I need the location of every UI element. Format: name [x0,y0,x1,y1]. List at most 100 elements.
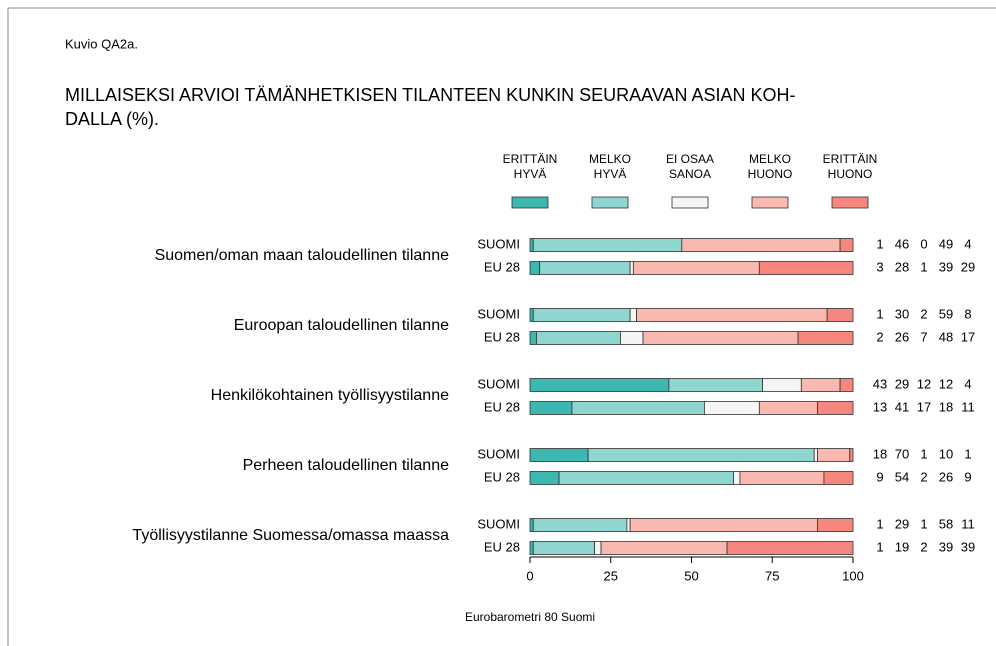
legend-label: SANOA [669,167,711,181]
value-label: 13 [873,399,887,414]
row-label: SUOMI [477,516,520,531]
bar-segment [529,378,670,392]
group-label: Perheen taloudellinen tilanne [243,457,449,474]
bar-segment [529,448,589,462]
value-label: 10 [939,446,953,461]
x-tick-label: 0 [526,568,533,583]
value-label: 26 [895,329,909,344]
group-label: Työllisyystilanne Suomessa/omassa maassa [132,527,449,544]
value-label: 2 [920,469,927,484]
bar-segment [529,471,560,485]
value-label: 41 [895,399,909,414]
bar-segment [600,541,728,555]
bar-segment [529,518,534,532]
value-label: 7 [920,329,927,344]
value-label: 2 [920,539,927,554]
bar-segment [813,448,818,462]
x-tick-label: 100 [842,568,864,583]
value-label: 1 [920,516,927,531]
bar-segment [758,401,818,415]
row-label: SUOMI [477,236,520,251]
value-label: 29 [895,376,909,391]
bar-segment [571,401,705,415]
value-label: 54 [895,469,909,484]
bar-segment [620,331,644,345]
row-label: EU 28 [484,329,520,344]
bar-segment [629,518,818,532]
value-label: 46 [895,236,909,251]
bar-segment [704,401,760,415]
group-label: Euroopan taloudellinen tilanne [234,317,449,334]
value-label: 1 [876,516,883,531]
row-label: EU 28 [484,399,520,414]
value-label: 11 [961,516,975,531]
bar-segment [539,261,631,275]
value-label: 4 [964,236,971,251]
bar-segment [587,448,815,462]
value-label: 1 [876,306,883,321]
value-label: 58 [939,516,953,531]
bar-segment [529,401,573,415]
bar-segment [762,378,802,392]
legend-swatch [671,196,709,209]
value-label: 39 [939,539,953,554]
value-label: 29 [961,259,975,274]
value-label: 0 [920,236,927,251]
bar-segment [797,331,854,345]
row-label: EU 28 [484,259,520,274]
legend-label: MELKO [589,152,631,166]
chart-title: DALLA (%). [65,109,159,129]
bar-segment [532,518,628,532]
bar-segment [594,541,602,555]
value-label: 29 [895,516,909,531]
bar-segment [823,471,854,485]
value-label: 9 [876,469,883,484]
source: Eurobarometri 80 Suomi [465,610,595,624]
bar-segment [681,238,841,252]
value-label: 1 [876,236,883,251]
bar-segment [529,331,537,345]
legend-label: HYVÄ [594,167,627,181]
value-label: 17 [961,329,975,344]
legend-label: HUONO [748,167,793,181]
value-label: 2 [876,329,883,344]
bar-segment [758,261,854,275]
bar-segment [536,331,621,345]
value-label: 1 [876,539,883,554]
row-label: SUOMI [477,376,520,391]
row-label: EU 28 [484,469,520,484]
bar-segment [817,401,854,415]
legend-label: HUONO [828,167,873,181]
bar-segment [826,308,854,322]
value-label: 2 [920,306,927,321]
bar-segment [668,378,763,392]
bar-segment [642,331,799,345]
bar-segment [726,541,854,555]
bar-segment [849,448,854,462]
value-label: 4 [964,376,971,391]
value-label: 48 [939,329,953,344]
legend-swatch [831,196,869,209]
bar-segment [733,471,741,485]
value-label: 49 [939,236,953,251]
x-tick-label: 50 [684,568,698,583]
value-label: 18 [939,399,953,414]
bar-segment [632,261,760,275]
bar-segment [532,308,631,322]
legend-swatch [591,196,629,209]
legend-label: EI OSAA [666,152,714,166]
value-label: 70 [895,446,909,461]
value-label: 30 [895,306,909,321]
bar-segment [817,518,854,532]
value-label: 18 [873,446,887,461]
value-label: 12 [917,376,931,391]
bar-segment [529,541,534,555]
bar-segment [529,308,534,322]
group-label: Suomen/oman maan taloudellinen tilanne [155,247,450,264]
bar-segment [532,541,595,555]
row-label: SUOMI [477,446,520,461]
bar-segment [626,518,631,532]
bar-segment [800,378,841,392]
legend-label: MELKO [749,152,791,166]
